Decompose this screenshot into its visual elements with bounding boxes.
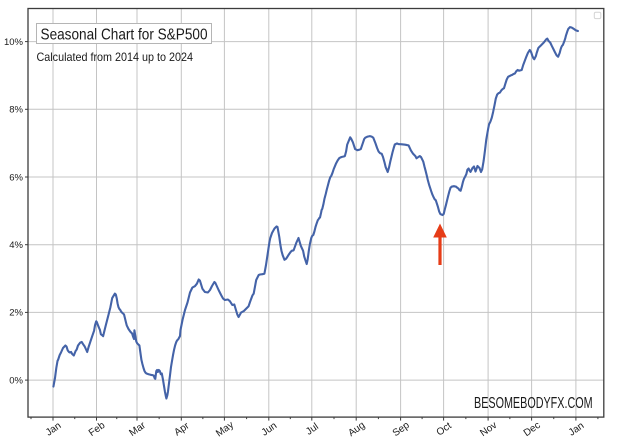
svg-text:2%: 2%	[9, 308, 23, 319]
svg-text:4%: 4%	[9, 240, 23, 251]
svg-text:10%: 10%	[4, 37, 24, 48]
svg-text:Seasonal Chart for S&P500: Seasonal Chart for S&P500	[41, 27, 208, 44]
svg-text:6%: 6%	[9, 172, 23, 183]
svg-text:0%: 0%	[9, 375, 23, 386]
svg-text:BESOMEBODYFX.COM: BESOMEBODYFX.COM	[474, 395, 593, 412]
svg-text:8%: 8%	[9, 105, 23, 116]
svg-text:Calculated from 2014 up to 202: Calculated from 2014 up to 2024	[37, 50, 194, 64]
